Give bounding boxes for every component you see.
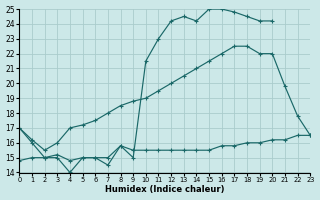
X-axis label: Humidex (Indice chaleur): Humidex (Indice chaleur) [105,185,225,194]
